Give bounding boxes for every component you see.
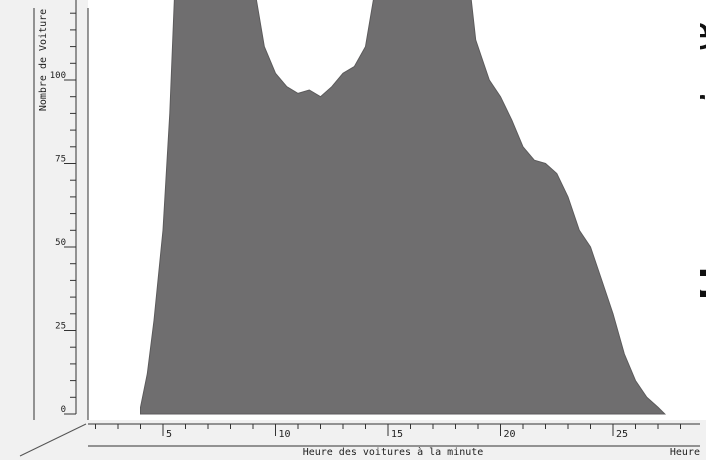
y-tick-label: 0: [61, 405, 66, 415]
x-tick-label: 10: [279, 429, 291, 440]
area-series: [140, 0, 667, 415]
y-tick-label: 25: [55, 322, 66, 332]
x-tick-label: 5: [166, 429, 172, 440]
x-tick-label: 25: [616, 429, 628, 440]
y-tick-label: 100: [50, 71, 66, 81]
y-axis-label: Nombre de Voiture: [38, 9, 49, 111]
corner-diagonal: [19, 423, 87, 457]
x-axis-unit-label: Heure: [670, 447, 700, 458]
y-tick-label: 75: [55, 155, 66, 165]
x-tick-label: 15: [391, 429, 403, 440]
x-axis-label: Heure des voitures à la minute: [303, 446, 484, 458]
y-tick-label: 50: [55, 238, 66, 248]
x-tick-label: 20: [504, 429, 516, 440]
